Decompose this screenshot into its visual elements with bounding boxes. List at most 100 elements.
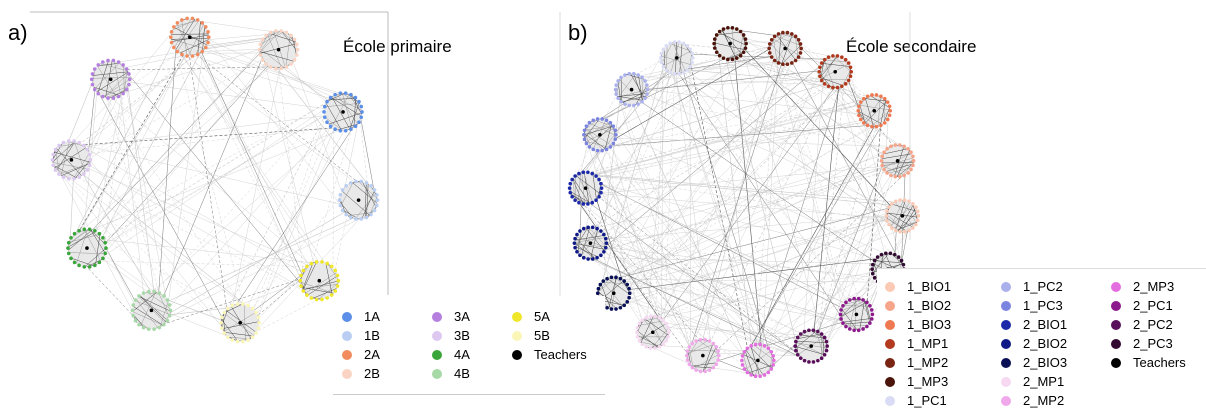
student-node <box>653 346 657 350</box>
student-node <box>251 335 255 339</box>
student-node <box>73 232 77 236</box>
student-node <box>718 30 722 34</box>
student-node <box>888 109 892 113</box>
student-node <box>884 252 888 256</box>
student-node <box>889 144 893 148</box>
student-node <box>93 67 97 71</box>
student-node <box>823 353 827 357</box>
student-node <box>230 304 234 308</box>
student-node <box>257 321 261 325</box>
legend-label: Teachers <box>1133 355 1186 370</box>
student-node <box>622 303 626 307</box>
student-node <box>770 367 774 371</box>
legend-item: 2_MP1 <box>1001 374 1064 389</box>
student-node <box>259 43 263 47</box>
teacher-node <box>701 354 705 358</box>
teacher-node <box>651 330 655 334</box>
student-node <box>914 223 918 227</box>
student-node <box>91 72 95 76</box>
student-node <box>900 259 904 263</box>
student-node <box>859 118 863 122</box>
student-node <box>67 139 71 143</box>
student-node <box>640 100 644 104</box>
legend-label: 2_BIO1 <box>1023 317 1067 332</box>
student-node <box>596 149 600 153</box>
student-node <box>117 60 121 64</box>
student-node <box>726 26 730 30</box>
student-node <box>86 148 90 152</box>
legend-swatch <box>885 320 895 330</box>
student-node <box>591 257 595 261</box>
student-node <box>302 269 306 273</box>
legend-item: 2_PC1 <box>1111 298 1173 313</box>
student-node <box>51 158 55 162</box>
student-node <box>667 330 671 334</box>
student-node <box>264 34 268 38</box>
inter-cluster-edge <box>227 34 286 333</box>
student-node <box>337 279 341 283</box>
student-node <box>128 77 132 81</box>
student-node <box>344 184 348 188</box>
student-node <box>903 230 907 234</box>
student-node <box>839 308 843 312</box>
student-node <box>902 263 906 267</box>
inter-cluster-edge <box>184 21 231 337</box>
student-node <box>771 363 775 367</box>
student-node <box>917 214 921 218</box>
student-node <box>797 38 801 42</box>
student-node <box>871 272 875 276</box>
student-node <box>299 279 303 283</box>
student-node <box>605 118 609 122</box>
student-node <box>93 88 97 92</box>
student-node <box>207 35 211 39</box>
student-node <box>898 230 902 234</box>
legend-item: 2A <box>342 347 380 362</box>
student-node <box>699 370 703 374</box>
legend-swatch <box>1001 301 1011 311</box>
student-node <box>176 21 180 25</box>
student-node <box>741 354 745 358</box>
student-node <box>677 72 681 76</box>
inter-cluster-edge <box>644 97 889 149</box>
student-node <box>849 70 853 74</box>
student-node <box>844 58 848 62</box>
student-node <box>349 216 353 220</box>
legend-swatch <box>342 350 352 360</box>
student-node <box>89 158 93 162</box>
student-node <box>285 31 289 35</box>
student-node <box>871 263 875 267</box>
student-node <box>636 326 640 330</box>
student-node <box>627 72 631 76</box>
student-node <box>857 114 861 118</box>
student-node <box>219 321 223 325</box>
student-node <box>357 100 361 104</box>
inter-cluster-edge <box>584 160 912 256</box>
student-node <box>168 314 172 318</box>
student-node <box>582 133 586 137</box>
student-node <box>882 150 886 154</box>
student-node <box>742 50 746 54</box>
student-node <box>873 276 877 280</box>
student-node <box>638 339 642 343</box>
student-node <box>591 226 595 230</box>
student-node <box>889 174 893 178</box>
student-node <box>597 287 601 291</box>
student-node <box>691 366 695 370</box>
student-node <box>310 262 314 266</box>
teacher-node <box>809 344 813 348</box>
student-node <box>906 147 910 151</box>
student-node <box>898 143 902 147</box>
student-node <box>88 265 92 269</box>
student-node <box>204 46 208 50</box>
student-node <box>359 105 363 109</box>
legend-swatch <box>885 377 895 387</box>
student-node <box>78 141 82 145</box>
legend-label: Teachers <box>534 347 587 362</box>
student-node <box>127 72 131 76</box>
student-node <box>731 58 735 62</box>
student-node <box>767 47 771 51</box>
student-node <box>773 35 777 39</box>
legend-label: 1_PC1 <box>907 393 947 408</box>
student-node <box>583 138 587 142</box>
student-node <box>866 124 870 128</box>
